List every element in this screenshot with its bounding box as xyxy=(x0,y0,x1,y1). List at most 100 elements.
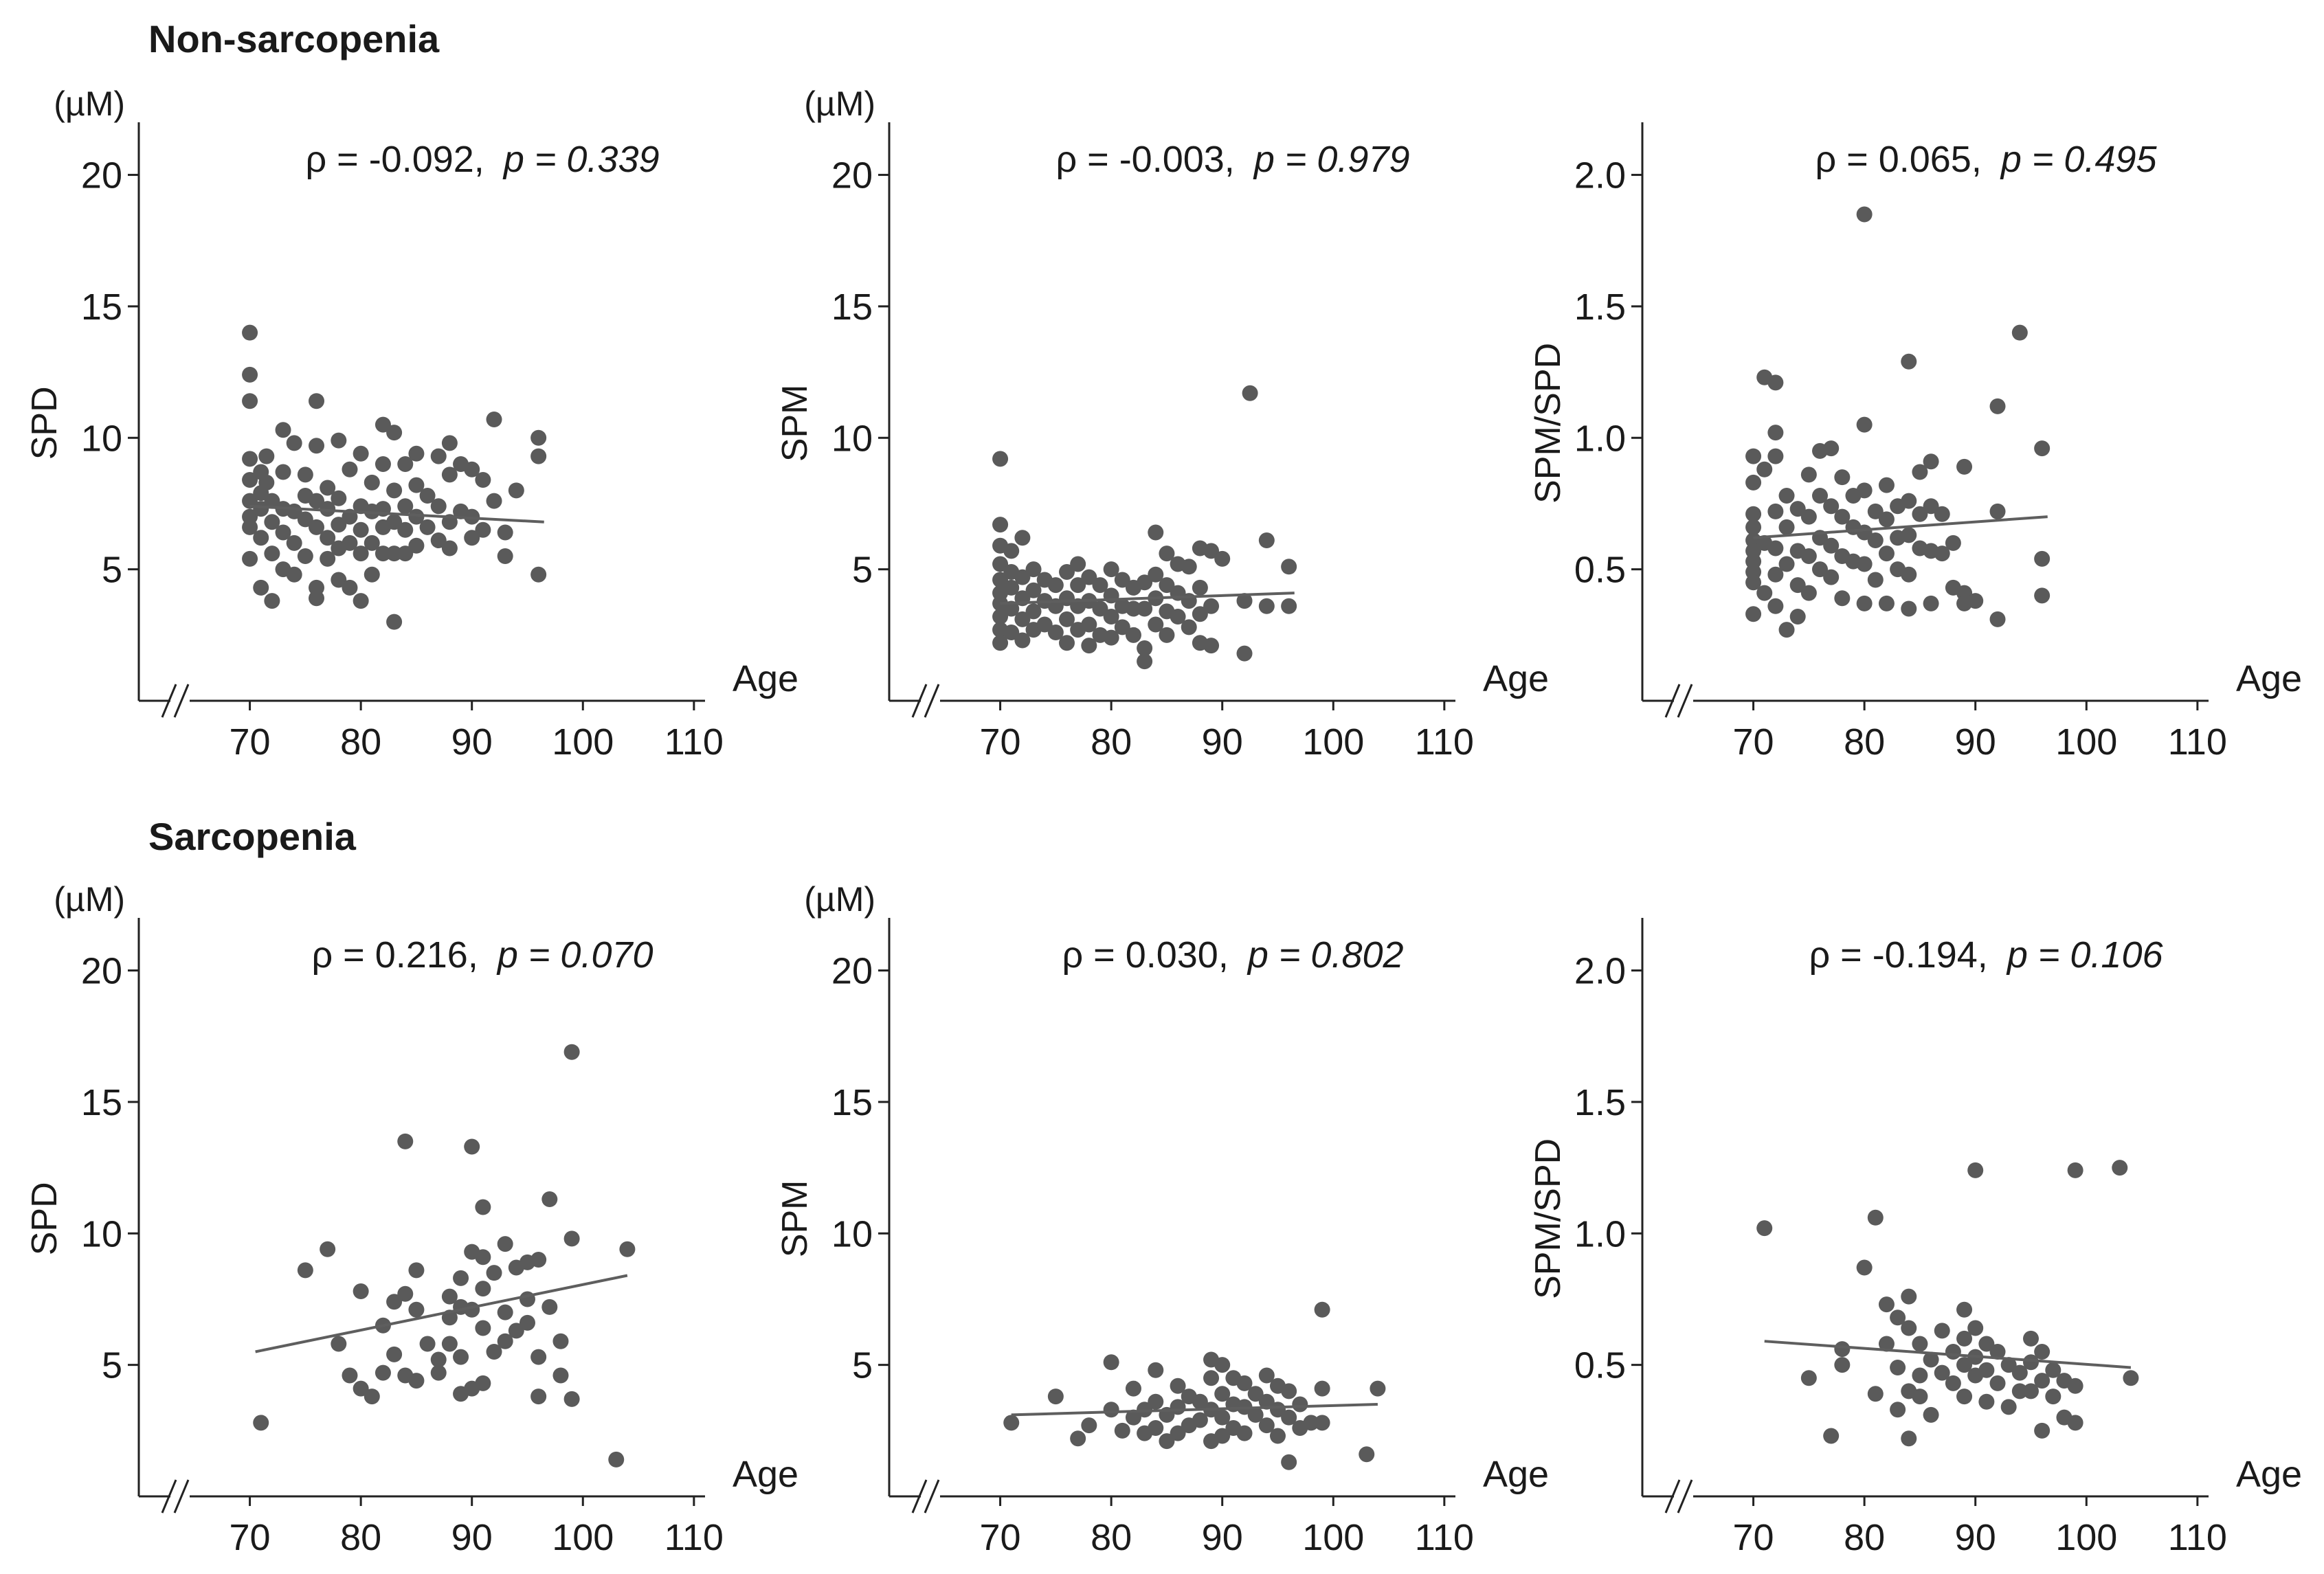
data-point xyxy=(353,445,369,462)
data-point xyxy=(1258,532,1275,549)
data-point xyxy=(1967,1162,1984,1178)
data-point xyxy=(1778,622,1795,638)
x-tick-label: 70 xyxy=(230,721,271,763)
data-point xyxy=(1834,469,1851,486)
unit-label: (µM) xyxy=(54,880,125,919)
data-point xyxy=(386,1294,403,1310)
data-point xyxy=(242,366,258,383)
data-point xyxy=(1170,609,1186,625)
data-point xyxy=(430,532,447,549)
x-axis-label: Age xyxy=(2236,1454,2302,1495)
data-point xyxy=(497,1236,513,1252)
data-point xyxy=(992,572,1009,588)
data-point xyxy=(1812,487,1829,504)
data-point xyxy=(1159,546,1175,562)
x-tick-label: 80 xyxy=(340,1517,381,1558)
data-point xyxy=(408,1301,425,1318)
data-point xyxy=(1834,590,1851,607)
data-point xyxy=(1856,416,1873,433)
data-point xyxy=(1878,595,1895,611)
data-point xyxy=(497,524,513,541)
x-tick-label: 110 xyxy=(664,1517,724,1558)
data-point xyxy=(2034,587,2051,604)
data-point xyxy=(1059,563,1075,580)
data-point xyxy=(1148,1393,1164,1410)
data-point xyxy=(1103,629,1119,646)
data-point xyxy=(1159,627,1175,643)
data-point xyxy=(541,1191,558,1208)
data-point xyxy=(1989,1375,2006,1391)
data-point xyxy=(1878,546,1895,562)
data-point xyxy=(1878,511,1895,528)
p-value: p = 0.495 xyxy=(2000,139,2158,180)
data-point xyxy=(1923,595,1939,611)
section-title-sarcopenia: Sarcopenia xyxy=(148,815,357,858)
data-point xyxy=(364,535,380,551)
data-point xyxy=(1767,448,1784,464)
data-point xyxy=(1192,1393,1208,1410)
data-point xyxy=(1003,624,1020,640)
data-point xyxy=(486,493,502,509)
data-point xyxy=(297,511,313,528)
data-point xyxy=(1923,498,1939,515)
axis-break-mark xyxy=(924,684,940,718)
stat-annotation: ρ = 0.030, p = 0.802 xyxy=(1062,934,1403,976)
data-point xyxy=(1137,574,1153,591)
data-point xyxy=(1303,1415,1319,1431)
data-point xyxy=(1025,603,1042,620)
data-point xyxy=(1856,206,1873,223)
data-point xyxy=(1767,425,1784,441)
y-tick-label: 1.0 xyxy=(1574,418,1626,459)
x-tick-label: 100 xyxy=(1302,1517,1364,1558)
y-tick-label: 20 xyxy=(81,155,122,196)
data-point xyxy=(1214,550,1231,567)
data-point xyxy=(1214,1357,1231,1373)
axis-break-mark xyxy=(1664,1479,1681,1514)
data-point xyxy=(386,425,403,441)
y-axis-label: SPM/SPD xyxy=(1528,343,1568,504)
data-point xyxy=(552,1367,569,1384)
data-point xyxy=(408,1373,425,1389)
data-point xyxy=(1314,1301,1330,1318)
p-value: p = 0.106 xyxy=(2006,934,2164,976)
data-point xyxy=(475,1320,491,1336)
data-point xyxy=(1181,619,1197,636)
data-point xyxy=(530,1389,547,1405)
axis-break-mark xyxy=(924,1479,940,1514)
data-point xyxy=(1834,1357,1851,1373)
unit-label: (µM) xyxy=(804,85,875,123)
x-tick-label: 70 xyxy=(1733,721,1774,763)
data-point xyxy=(1281,598,1297,614)
data-point xyxy=(1745,606,1762,622)
data-point xyxy=(408,508,425,525)
data-point xyxy=(1036,616,1053,633)
data-point xyxy=(475,1375,491,1391)
data-point xyxy=(1148,524,1164,541)
section-title-non-sarcopenia: Non-sarcopenia xyxy=(148,17,440,60)
data-point xyxy=(430,1351,447,1368)
data-point xyxy=(1203,1370,1220,1386)
data-point xyxy=(1890,1309,1906,1326)
data-point xyxy=(1956,1357,1973,1373)
stat-annotation: ρ = -0.003, p = 0.979 xyxy=(1055,139,1409,180)
data-point xyxy=(1890,1359,1906,1375)
data-point xyxy=(1159,577,1175,594)
data-point xyxy=(1878,1336,1895,1352)
data-point xyxy=(497,548,513,564)
data-point xyxy=(1745,448,1762,464)
data-point xyxy=(1014,530,1031,546)
data-point xyxy=(1103,561,1119,578)
data-point xyxy=(1258,598,1275,614)
rho-value: ρ = -0.194, xyxy=(1809,934,1987,976)
data-point xyxy=(608,1451,625,1468)
rho-value: ρ = 0.216, xyxy=(311,934,478,976)
data-point xyxy=(464,1138,480,1155)
data-point xyxy=(397,498,414,515)
data-point xyxy=(297,466,313,483)
trend-line xyxy=(1011,1403,1378,1417)
data-point xyxy=(1192,579,1208,596)
data-point xyxy=(992,556,1009,572)
data-point xyxy=(2045,1389,2062,1405)
data-point xyxy=(1901,1320,1917,1336)
